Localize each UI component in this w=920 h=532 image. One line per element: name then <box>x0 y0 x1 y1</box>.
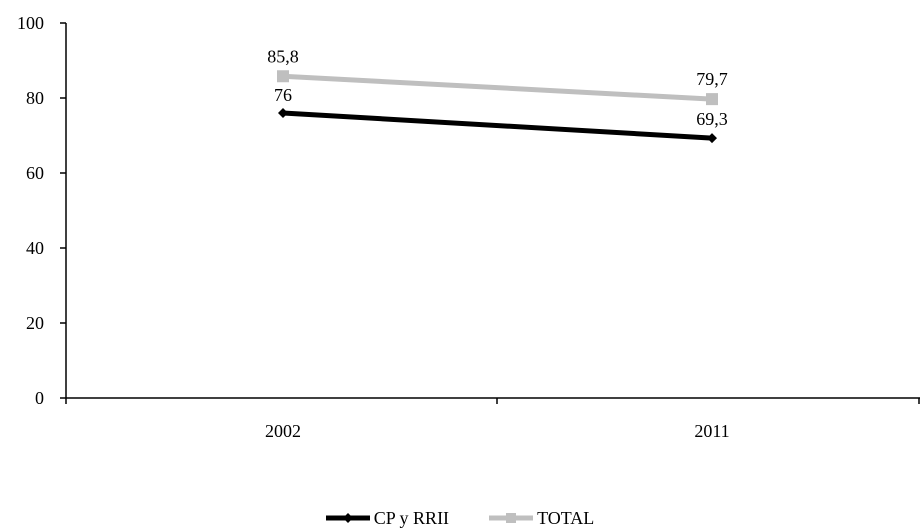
series-line-cp-y-rrii <box>282 110 713 141</box>
legend-label-total: TOTAL <box>537 507 595 528</box>
data-label: 85,8 <box>267 46 299 66</box>
y-tick-label: 0 <box>35 388 44 408</box>
y-tick-label: 60 <box>26 163 44 183</box>
legend-square-marker <box>506 513 517 523</box>
data-label: 69,3 <box>696 109 728 129</box>
legend-label-cp-y-rrii: CP y RRII <box>373 507 450 528</box>
data-point-square <box>706 93 718 106</box>
series-lines <box>277 70 718 144</box>
legend-item-total: TOTAL <box>489 508 594 529</box>
y-tick-label: 80 <box>26 88 44 108</box>
legend: CP y RRII TOTAL <box>0 505 920 531</box>
y-tick-label: 40 <box>26 238 44 258</box>
x-tick-label: 2011 <box>694 421 729 441</box>
data-label: 76 <box>274 85 292 105</box>
data-label: 79,7 <box>696 69 728 89</box>
legend-item-cp-y-rrii: CP y RRII <box>325 507 450 529</box>
legend-diamond-marker <box>342 513 353 523</box>
x-tick-label: 2002 <box>265 421 301 441</box>
y-tick-label: 20 <box>26 313 44 333</box>
data-point-square <box>277 70 289 83</box>
legend-swatch-total <box>489 513 534 523</box>
legend-swatch-cp-y-rrii <box>325 513 370 523</box>
y-axis: 0 20 40 60 80 100 <box>17 13 67 408</box>
y-tick-label: 100 <box>17 13 44 33</box>
x-axis: 2002 2011 <box>65 397 920 441</box>
data-point-diamond <box>278 108 288 118</box>
series-line-total <box>282 73 713 102</box>
data-point-diamond <box>707 133 717 144</box>
data-labels: 76 69,3 85,8 79,7 <box>267 46 728 129</box>
line-chart: 0 20 40 60 80 100 2002 2011 76 69,3 85,8 79,7 <box>17 13 920 441</box>
